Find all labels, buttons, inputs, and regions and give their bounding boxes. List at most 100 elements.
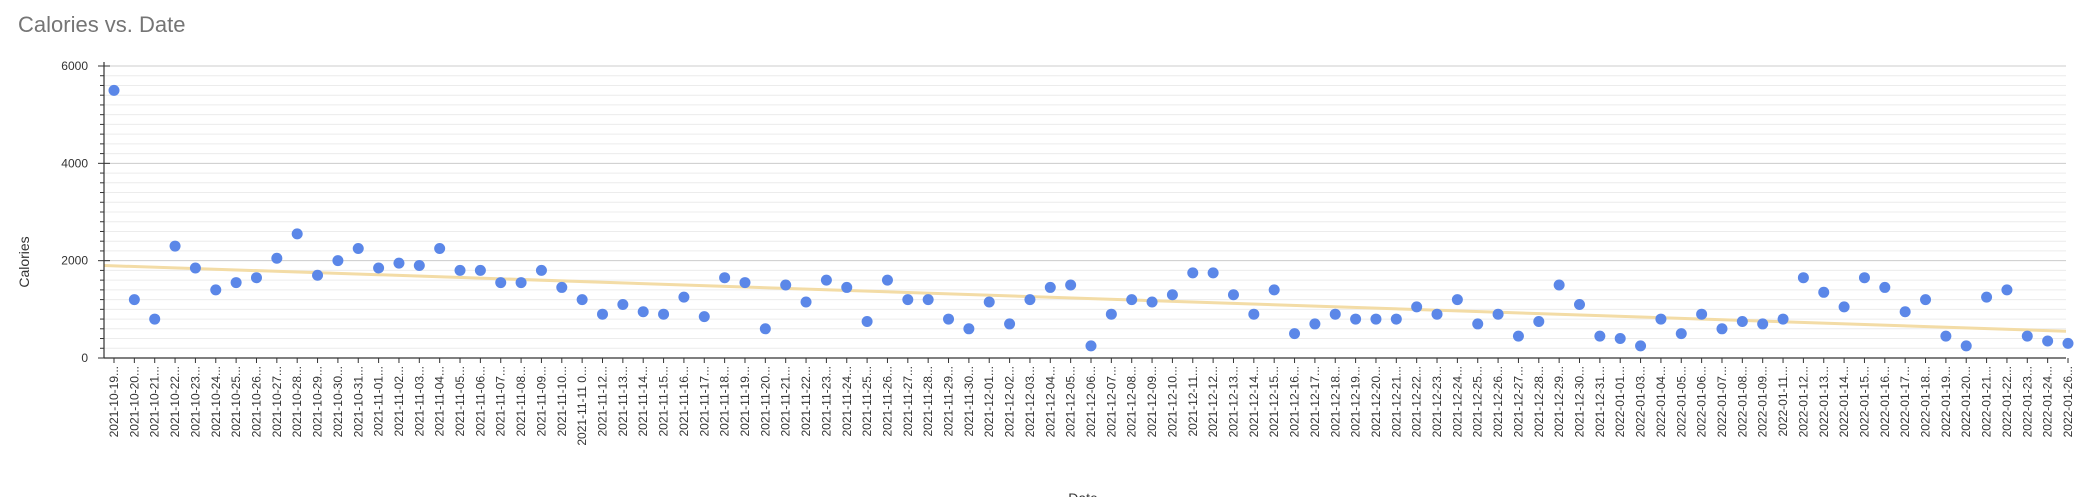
x-tick-label: 2021-12-27... — [1511, 366, 1525, 437]
data-point — [882, 275, 893, 286]
data-point — [1798, 272, 1809, 283]
x-tick-label: 2022-01-04... — [1654, 366, 1668, 437]
x-tick-label: 2021-11-04... — [433, 366, 447, 437]
x-tick-label: 2021-10-23... — [188, 366, 202, 437]
x-tick-label: 2021-11-02... — [392, 366, 406, 437]
data-point — [495, 277, 506, 288]
x-tick-label: 2021-10-30... — [331, 366, 345, 437]
data-point — [984, 297, 995, 308]
y-tick-labels: 0200040006000 — [61, 59, 88, 365]
x-tick-label: 2021-11-08... — [514, 366, 528, 437]
x-tick-label: 2022-01-21... — [1980, 366, 1994, 437]
data-point — [678, 292, 689, 303]
y-tick-label: 6000 — [61, 59, 88, 73]
data-point — [1370, 314, 1381, 325]
data-point — [2063, 338, 2074, 349]
x-tick-label: 2021-11-06... — [473, 366, 487, 437]
data-point — [1737, 316, 1748, 327]
x-tick-label: 2021-10-29... — [311, 366, 325, 437]
x-tick-label: 2021-11-22... — [799, 366, 813, 437]
data-point — [1716, 323, 1727, 334]
data-point — [862, 316, 873, 327]
x-tick-label: 2021-10-28... — [290, 366, 304, 437]
x-tick-label: 2021-11-26... — [880, 366, 894, 437]
x-tick-label: 2021-11-11 0... — [575, 366, 589, 446]
x-tick-label: 2021-12-28... — [1532, 366, 1546, 437]
x-tick-label: 2021-10-22... — [168, 366, 182, 437]
x-tick-label: 2021-11-27... — [901, 366, 915, 437]
x-tick-label: 2022-01-05... — [1674, 366, 1688, 437]
data-point — [739, 277, 750, 288]
x-tick-label: 2022-01-23... — [2020, 366, 2034, 437]
data-point — [1635, 340, 1646, 351]
x-tick-label: 2021-10-31... — [351, 366, 365, 437]
data-point — [332, 255, 343, 266]
x-tick-label: 2021-12-13... — [1226, 366, 1240, 437]
data-point — [129, 294, 140, 305]
data-point — [455, 265, 466, 276]
data-point — [1289, 328, 1300, 339]
x-tick-label: 2021-11-17... — [697, 366, 711, 437]
x-tick-label: 2021-12-07... — [1104, 366, 1118, 437]
data-point — [251, 272, 262, 283]
x-tick-label: 2021-11-10... — [555, 366, 569, 437]
data-point — [536, 265, 547, 276]
x-tick-label: 2021-10-19... — [107, 366, 121, 437]
x-tick-label: 2021-12-22... — [1410, 366, 1424, 437]
data-point — [923, 294, 934, 305]
data-point — [1187, 267, 1198, 278]
x-tick-label: 2021-12-10... — [1165, 366, 1179, 437]
x-tick-label: 2021-12-01... — [982, 366, 996, 437]
x-tick-label: 2021-10-21... — [148, 366, 162, 437]
data-point — [719, 272, 730, 283]
data-point — [617, 299, 628, 310]
data-point — [1574, 299, 1585, 310]
x-tick-label: 2021-11-29... — [942, 366, 956, 437]
data-point — [1045, 282, 1056, 293]
x-tick-label: 2021-11-28... — [921, 366, 935, 437]
x-tick-label: 2021-11-01... — [372, 366, 386, 437]
x-tick-label: 2021-10-25... — [229, 366, 243, 437]
data-point — [1269, 284, 1280, 295]
y-axis-label: Calories — [16, 236, 32, 287]
x-tick-label: 2021-12-24... — [1450, 366, 1464, 437]
data-point — [1533, 316, 1544, 327]
data-point — [210, 284, 221, 295]
data-point — [231, 277, 242, 288]
x-tick-label: 2021-11-21... — [779, 366, 793, 437]
data-point — [577, 294, 588, 305]
data-point — [170, 241, 181, 252]
x-tick-label: 2021-10-20... — [127, 366, 141, 437]
data-point — [1452, 294, 1463, 305]
data-point — [1879, 282, 1890, 293]
data-point — [1900, 306, 1911, 317]
data-point — [353, 243, 364, 254]
data-point — [1228, 289, 1239, 300]
x-tick-label: 2021-12-26... — [1491, 366, 1505, 437]
data-point — [1961, 340, 1972, 351]
data-point — [943, 314, 954, 325]
x-tick-label: 2021-11-15... — [657, 366, 671, 437]
x-tick-label: 2022-01-24... — [2041, 366, 2055, 437]
x-tick-label: 2021-11-20... — [758, 366, 772, 437]
x-tick-label: 2021-11-14... — [636, 366, 650, 437]
data-point — [2001, 284, 2012, 295]
x-tick-label: 2021-12-18... — [1328, 366, 1342, 437]
x-tick-label: 2021-10-27... — [270, 366, 284, 437]
data-point — [1004, 318, 1015, 329]
data-point — [1655, 314, 1666, 325]
x-tick-label: 2022-01-01... — [1613, 366, 1627, 437]
data-point — [2022, 331, 2033, 342]
data-point — [1106, 309, 1117, 320]
x-tick-label: 2021-11-03... — [412, 366, 426, 437]
x-tick-label: 2022-01-16... — [1878, 366, 1892, 437]
data-point — [1330, 309, 1341, 320]
x-tick-label: 2021-12-19... — [1349, 366, 1363, 437]
data-point — [1940, 331, 1951, 342]
x-tick-label: 2021-12-09... — [1145, 366, 1159, 437]
data-point — [1778, 314, 1789, 325]
x-tick-label: 2021-11-13... — [616, 366, 630, 437]
x-tick-label: 2022-01-14... — [1837, 366, 1851, 437]
x-tick-label: 2021-12-31... — [1593, 366, 1607, 437]
data-point — [1818, 287, 1829, 298]
